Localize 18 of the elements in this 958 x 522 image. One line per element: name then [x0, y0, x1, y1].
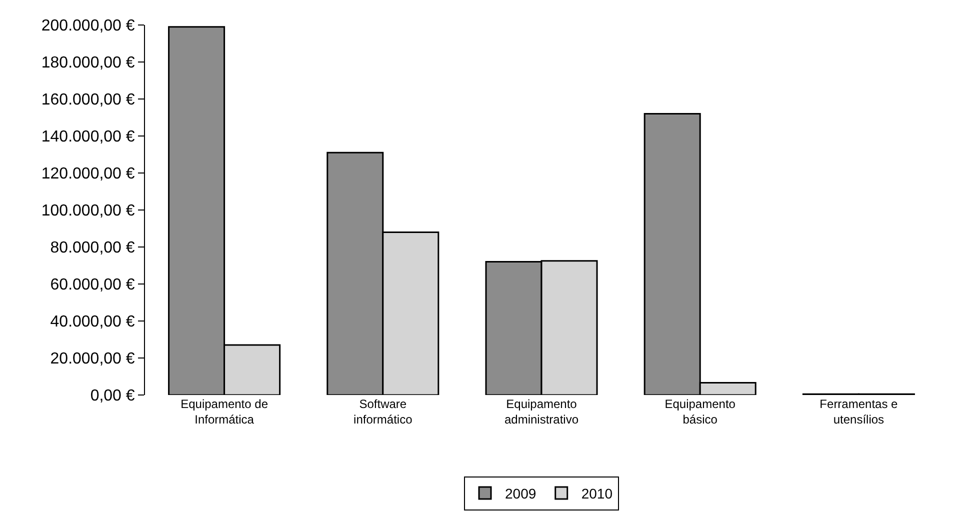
y-tick-label: 60.000,00 € — [50, 276, 135, 294]
legend-label: 2010 — [581, 485, 613, 502]
y-tick-label: 0,00 € — [90, 388, 135, 405]
y-tick-label: 80.000,00 € — [50, 240, 135, 257]
y-tick-label: 40.000,00 € — [50, 314, 135, 331]
y-tick-label: 180.000,00 € — [41, 54, 135, 72]
y-tick-label: 120.000,00 € — [41, 166, 135, 183]
x-tick-label: Ferramentas e utensílios — [820, 397, 898, 427]
x-tick-label: Equipamento administrativo — [504, 397, 579, 427]
x-tick-label: Equipamento de Informática — [180, 397, 268, 427]
y-tick-label: 20.000,00 € — [50, 350, 135, 368]
x-tick-label: Software informático — [354, 397, 413, 427]
y-tick-label: 100.000,00 € — [41, 202, 135, 220]
y-tick-label: 140.000,00 € — [41, 128, 135, 146]
y-tick-label: 160.000,00 € — [41, 92, 135, 109]
legend-label: 2009 — [505, 485, 536, 502]
y-tick-label: 200.000,00 € — [41, 18, 135, 35]
x-tick-label: Equipamento básico — [664, 397, 736, 427]
